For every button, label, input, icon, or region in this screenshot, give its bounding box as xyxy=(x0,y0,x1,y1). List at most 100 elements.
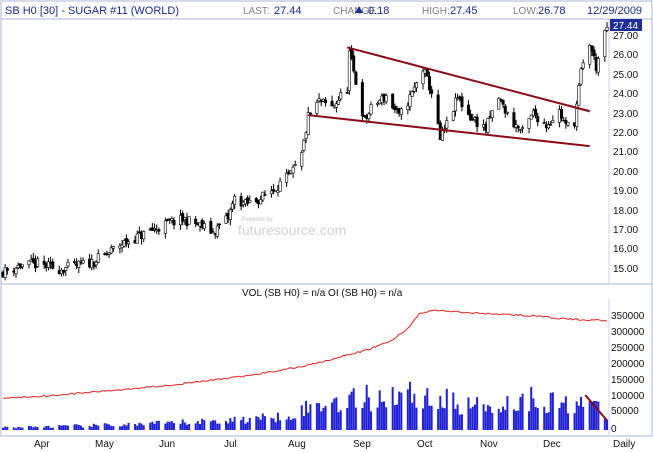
volume-bar xyxy=(484,411,487,430)
volume-bar xyxy=(294,418,297,430)
volume-bar xyxy=(458,414,461,430)
volume-bar xyxy=(515,410,518,430)
last-label: LAST: xyxy=(243,6,270,17)
volume-bar xyxy=(127,422,130,430)
volume-tick-label: 150000 xyxy=(611,375,645,386)
volume-bar xyxy=(560,402,563,430)
volume-bar xyxy=(588,401,591,430)
candle-body xyxy=(453,97,457,112)
volume-bar xyxy=(274,422,277,430)
volume-bar xyxy=(564,396,567,430)
volume-bar xyxy=(445,388,448,430)
volume-bar xyxy=(134,424,137,430)
volume-bar xyxy=(108,424,111,430)
volume-bar xyxy=(216,423,219,430)
volume-bar xyxy=(82,427,85,430)
candle-body xyxy=(217,223,221,226)
volume-bar xyxy=(218,423,221,430)
volume-bar xyxy=(597,401,600,430)
volume-bar xyxy=(391,387,394,430)
volume-bar xyxy=(324,405,327,430)
candle-body xyxy=(410,91,414,97)
volume-bar xyxy=(376,407,379,430)
candle-body xyxy=(31,258,35,263)
volume-bar xyxy=(499,412,502,430)
candle-body xyxy=(451,111,455,121)
candle-body xyxy=(259,199,263,205)
candle-body xyxy=(475,116,479,128)
volume-bar xyxy=(393,405,396,430)
volume-bar xyxy=(467,397,470,430)
volume-bar xyxy=(17,426,20,430)
volume-bar xyxy=(590,401,593,430)
candle-body xyxy=(14,267,18,274)
candle-body xyxy=(137,231,141,234)
candle-body xyxy=(399,108,403,115)
candle-body xyxy=(605,26,609,31)
price-tick-label: 19.00 xyxy=(613,186,638,197)
volume-bar xyxy=(398,391,401,430)
candle-body xyxy=(588,44,592,65)
volume-bar xyxy=(255,416,258,430)
volume-bar xyxy=(322,407,325,430)
candle-body xyxy=(72,261,76,263)
volume-bar xyxy=(201,418,204,430)
candle-body xyxy=(230,203,234,210)
candle-body xyxy=(460,96,464,108)
volume-bar xyxy=(350,391,353,430)
change-label: CHANGE: xyxy=(333,6,379,17)
volume-bar xyxy=(157,420,160,430)
volume-bar xyxy=(92,423,95,430)
candle-body xyxy=(304,132,308,139)
volume-bar xyxy=(173,423,176,430)
month-axis: Apr May Jun Jul Aug Sep Oct Nov Dec Dail… xyxy=(34,439,635,450)
volume-bar xyxy=(151,421,154,430)
volume-bar xyxy=(348,394,351,430)
volume-bar xyxy=(595,401,598,430)
candle-body xyxy=(529,114,533,120)
candle-body xyxy=(77,260,81,268)
price-tick-label: 26.00 xyxy=(613,50,638,61)
volume-bar xyxy=(456,404,459,430)
volume-bar xyxy=(138,422,141,430)
month-label: Oct xyxy=(417,439,433,450)
volume-bar xyxy=(551,392,554,430)
volume-bar xyxy=(482,404,485,430)
price-tick-label: 24.00 xyxy=(613,89,638,100)
candle-body xyxy=(261,191,265,201)
month-label: Sep xyxy=(353,439,371,450)
volume-bar xyxy=(214,420,217,430)
candle-body xyxy=(412,86,416,92)
volume-bar xyxy=(263,416,266,430)
volume-bar xyxy=(331,402,334,430)
volume-bar xyxy=(365,384,368,430)
volume-bar xyxy=(497,408,500,430)
candle-body xyxy=(124,238,128,245)
volume-bar xyxy=(125,425,128,430)
volume-bar xyxy=(140,423,143,430)
volume-bar xyxy=(307,412,310,430)
volume-bar xyxy=(315,403,318,430)
volume-bar xyxy=(363,402,366,430)
candle-body xyxy=(566,122,570,126)
volume-bar xyxy=(452,392,455,430)
candle-body xyxy=(592,49,596,57)
month-label: Apr xyxy=(34,439,50,450)
candle-body xyxy=(157,229,161,232)
chart-title: SB H0 [30] - SUGAR #11 (WORLD) xyxy=(5,5,179,17)
volume-bar xyxy=(545,413,548,430)
candle-body xyxy=(536,115,540,123)
volume-bar xyxy=(413,393,416,430)
candle-body xyxy=(263,193,267,196)
candle-body xyxy=(315,101,319,114)
volume-bar xyxy=(318,403,321,430)
candle-body xyxy=(330,100,334,107)
volume-bar xyxy=(103,423,106,430)
volume-bar xyxy=(580,396,583,430)
last-value: 27.44 xyxy=(274,5,302,17)
volume-axis: 0 50000 100000 150000 200000 250000 3000… xyxy=(611,311,645,435)
month-label: Jun xyxy=(159,439,175,450)
volume-bar xyxy=(287,416,290,430)
candle-body xyxy=(51,261,55,269)
